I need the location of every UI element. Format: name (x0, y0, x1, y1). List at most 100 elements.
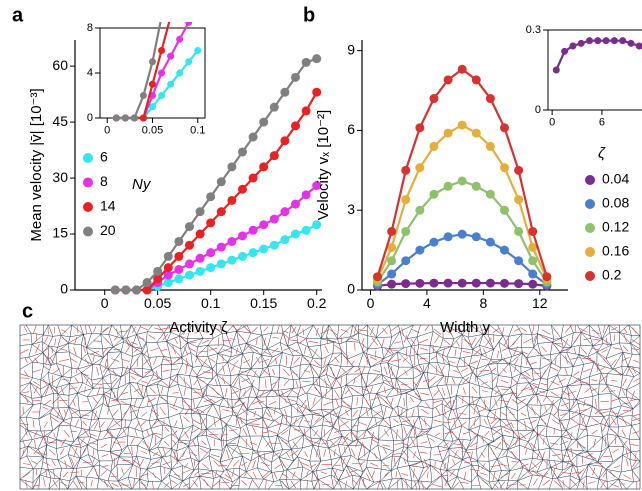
data-point (500, 205, 510, 215)
legend-title: Ny (132, 176, 152, 193)
data-point (569, 42, 577, 50)
data-point (594, 37, 602, 45)
data-point (227, 236, 237, 246)
data-point (184, 240, 194, 250)
legend-label: 20 (100, 222, 116, 238)
legend-label: 14 (100, 198, 116, 214)
data-point (301, 190, 311, 200)
y-tick-label: 4 (87, 67, 93, 79)
data-point (176, 69, 184, 77)
data-point (415, 278, 425, 288)
data-point (158, 13, 165, 20)
x-tick-label: 4 (423, 295, 431, 311)
data-point (158, 47, 166, 54)
data-point (149, 80, 156, 88)
data-point (174, 264, 184, 274)
data-point (301, 106, 311, 116)
data-point (485, 141, 495, 151)
data-point (142, 278, 152, 288)
data-point (174, 236, 184, 246)
data-point (216, 259, 226, 269)
data-point (457, 229, 467, 239)
data-point (500, 245, 510, 255)
data-point (139, 92, 147, 99)
data-point (280, 235, 290, 245)
x-tick-label: 0.05 (144, 295, 171, 311)
data-point (184, 270, 194, 280)
data-point (163, 263, 173, 273)
data-point (610, 37, 618, 45)
data-point (542, 272, 552, 282)
inset-box (99, 27, 206, 119)
data-point (142, 285, 152, 295)
data-point (269, 102, 279, 112)
data-point (195, 229, 205, 239)
data-point (121, 114, 129, 122)
data-point (429, 189, 439, 199)
x-tick-label: 0.2 (307, 295, 327, 311)
legend-marker (83, 202, 93, 212)
data-point (110, 285, 120, 295)
panel-label: b (303, 4, 315, 26)
data-point (167, 13, 174, 20)
data-point (471, 232, 481, 242)
data-point (443, 128, 453, 138)
data-point (415, 123, 425, 133)
data-point (471, 181, 481, 191)
data-point (227, 162, 237, 172)
y-tick-label: 45 (52, 113, 68, 129)
mesh-frame (19, 324, 641, 490)
data-point (514, 256, 524, 266)
data-point (528, 256, 538, 266)
data-point (290, 229, 300, 239)
data-point (174, 274, 184, 284)
y-tick-label: 60 (52, 57, 68, 73)
data-point (585, 37, 593, 45)
data-point (429, 94, 439, 104)
data-point (401, 256, 411, 266)
data-point (514, 195, 524, 205)
data-point (112, 114, 120, 122)
data-point (457, 176, 467, 186)
data-point (415, 163, 425, 173)
data-point (237, 147, 247, 157)
data-point (301, 57, 311, 67)
data-point (163, 270, 173, 280)
data-point (269, 240, 279, 250)
plot-area (552, 37, 642, 74)
data-point (627, 39, 635, 47)
inset-box (547, 29, 642, 111)
y-tick-label: 15 (52, 225, 68, 241)
data-point (248, 248, 258, 258)
legend-label: 6 (100, 149, 108, 165)
data-point (206, 192, 216, 202)
data-point (259, 244, 269, 254)
data-point (387, 279, 397, 289)
legend-label: 0.04 (602, 171, 629, 187)
data-point (185, 22, 193, 26)
data-point (195, 266, 205, 276)
data-point (429, 278, 439, 288)
data-point (259, 220, 269, 230)
data-point (248, 132, 258, 142)
series-line (116, 22, 162, 120)
data-point (153, 266, 163, 276)
y-tick-label: 0.3 (526, 24, 541, 36)
panel-label: a (12, 4, 24, 26)
data-point (167, 52, 175, 60)
legend-marker (585, 247, 595, 257)
data-point (485, 94, 495, 104)
data-point (194, 2, 201, 9)
x-tick-label: 0 (101, 295, 109, 311)
data-point (500, 123, 510, 133)
data-point (457, 64, 467, 74)
data-point (312, 87, 322, 97)
data-point (158, 92, 166, 99)
data-point (528, 279, 538, 289)
y-tick-label: 0 (60, 281, 68, 297)
data-point (121, 285, 131, 295)
legend-marker (585, 175, 595, 185)
data-point (312, 181, 322, 191)
x-tick-label: 8 (479, 295, 487, 311)
